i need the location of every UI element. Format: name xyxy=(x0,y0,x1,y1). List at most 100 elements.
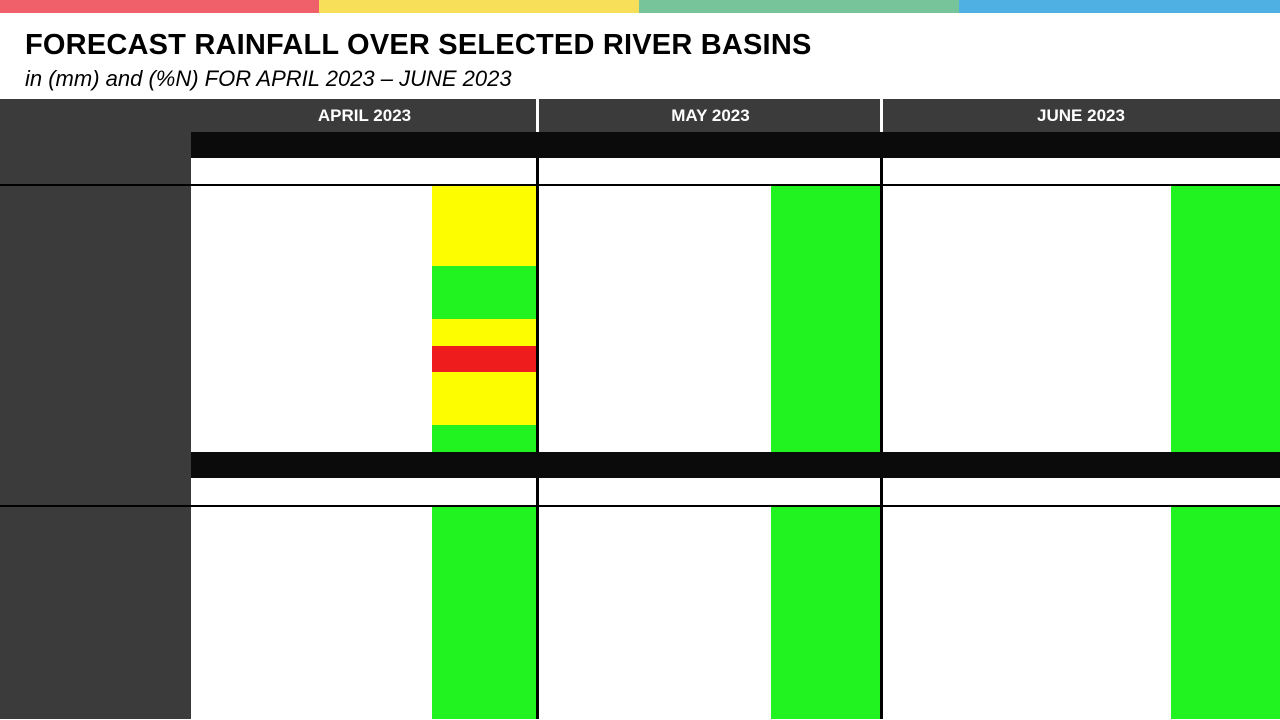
value-cell xyxy=(539,213,611,239)
pct-normal-cell xyxy=(771,534,882,560)
value-cell xyxy=(347,239,432,266)
value-cell xyxy=(191,587,265,613)
value-cell xyxy=(539,666,611,693)
value-cell xyxy=(347,266,432,292)
region-band-stub xyxy=(0,132,191,158)
value-cell xyxy=(1076,319,1171,346)
pct-normal-cell xyxy=(1171,292,1280,319)
value-cell xyxy=(974,693,1076,719)
value-cell xyxy=(539,425,611,452)
value-cell xyxy=(694,507,771,534)
value-cell xyxy=(1076,534,1171,560)
block-separator xyxy=(536,158,539,452)
column-header-max xyxy=(611,478,694,507)
value-cell xyxy=(694,292,771,319)
value-cell xyxy=(265,399,347,425)
value-cell xyxy=(694,666,771,693)
pct-normal-cell xyxy=(432,534,536,560)
pct-normal-cell xyxy=(432,213,536,239)
value-cell xyxy=(974,534,1076,560)
value-cell xyxy=(882,372,974,399)
value-cell xyxy=(974,266,1076,292)
value-cell xyxy=(1076,507,1171,534)
value-cell xyxy=(191,292,265,319)
catchment-name xyxy=(0,640,191,666)
value-cell xyxy=(1076,292,1171,319)
value-cell xyxy=(1076,425,1171,452)
column-header-mean xyxy=(694,158,771,186)
value-cell xyxy=(539,587,611,613)
pct-normal-cell xyxy=(432,186,536,213)
value-cell xyxy=(1076,613,1171,640)
pct-normal-cell xyxy=(432,613,536,640)
value-cell xyxy=(882,186,974,213)
value-cell xyxy=(191,239,265,266)
column-header-pct-normal xyxy=(432,478,536,507)
value-cell xyxy=(191,666,265,693)
pct-normal-cell xyxy=(432,507,536,534)
value-cell xyxy=(694,560,771,587)
stripe-green xyxy=(639,0,959,13)
header-separator xyxy=(0,184,1280,186)
month-header-separator xyxy=(880,99,883,132)
month-header-separator xyxy=(536,99,539,132)
pct-normal-cell xyxy=(1171,534,1280,560)
value-cell xyxy=(539,560,611,587)
value-cell xyxy=(694,693,771,719)
value-cell xyxy=(974,666,1076,693)
value-cell xyxy=(191,560,265,587)
pct-normal-cell xyxy=(432,693,536,719)
value-cell xyxy=(694,534,771,560)
value-cell xyxy=(191,213,265,239)
pct-normal-cell xyxy=(432,239,536,266)
pct-normal-cell xyxy=(432,399,536,425)
column-header-min xyxy=(539,478,611,507)
value-cell xyxy=(882,319,974,346)
catchment-name xyxy=(0,693,191,719)
value-cell xyxy=(539,346,611,372)
value-cell xyxy=(974,239,1076,266)
value-cell xyxy=(191,399,265,425)
value-cell xyxy=(347,186,432,213)
pct-normal-cell xyxy=(771,213,882,239)
value-cell xyxy=(611,372,694,399)
value-cell xyxy=(882,693,974,719)
value-cell xyxy=(611,666,694,693)
value-cell xyxy=(191,319,265,346)
value-cell xyxy=(1076,266,1171,292)
value-cell xyxy=(974,319,1076,346)
value-cell xyxy=(1076,186,1171,213)
value-cell xyxy=(265,613,347,640)
column-header-pct-normal xyxy=(1171,158,1280,186)
value-cell xyxy=(539,613,611,640)
pct-normal-cell xyxy=(771,666,882,693)
block-separator xyxy=(880,478,883,719)
page-subtitle: in (mm) and (%N) FOR APRIL 2023 – JUNE 2… xyxy=(25,66,512,91)
value-cell xyxy=(694,425,771,452)
column-header-min xyxy=(882,158,974,186)
pct-normal-cell xyxy=(1171,266,1280,292)
pct-normal-cell xyxy=(1171,372,1280,399)
value-cell xyxy=(347,640,432,666)
value-cell xyxy=(265,587,347,613)
value-cell xyxy=(1076,213,1171,239)
catchment-name xyxy=(0,534,191,560)
stripe-blue xyxy=(959,0,1280,13)
value-cell xyxy=(694,346,771,372)
column-header-min xyxy=(882,478,974,507)
value-cell xyxy=(347,399,432,425)
value-cell xyxy=(611,640,694,666)
block-separator xyxy=(880,158,883,452)
value-cell xyxy=(611,346,694,372)
value-cell xyxy=(265,372,347,399)
value-cell xyxy=(974,186,1076,213)
value-cell xyxy=(347,560,432,587)
value-cell xyxy=(191,346,265,372)
value-cell xyxy=(882,507,974,534)
value-cell xyxy=(611,213,694,239)
value-cell xyxy=(694,640,771,666)
column-header-mean xyxy=(347,158,432,186)
value-cell xyxy=(611,266,694,292)
value-cell xyxy=(265,292,347,319)
